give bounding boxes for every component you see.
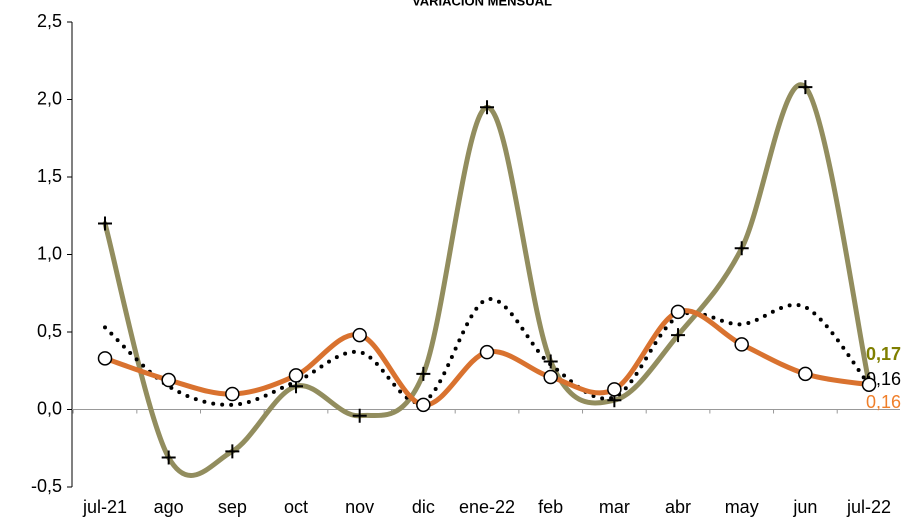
y-tick-label: -0,5 (31, 476, 62, 496)
y-tick-label: 0,5 (37, 321, 62, 341)
marker (798, 80, 813, 95)
y-tick-label: 1,5 (37, 166, 62, 186)
x-tick-label: oct (284, 497, 308, 517)
x-tick-label: abr (665, 497, 691, 517)
x-tick-label: jun (792, 497, 817, 517)
x-tick-label: mar (599, 497, 630, 517)
marker (480, 100, 495, 115)
marker (543, 369, 558, 385)
marker (161, 372, 176, 388)
marker (161, 450, 176, 465)
marker (288, 368, 304, 383)
marker (670, 304, 686, 320)
x-tick-label: jul-21 (82, 497, 127, 517)
marker (225, 444, 240, 459)
marker (734, 337, 749, 352)
marker (734, 241, 749, 256)
marker (543, 354, 558, 369)
x-tick-label: dic (412, 497, 435, 517)
series-line (103, 297, 872, 407)
y-tick-label: 2,5 (37, 11, 62, 31)
marker (479, 344, 495, 360)
marker (97, 351, 113, 366)
y-tick-label: 0,0 (37, 398, 62, 418)
marker (798, 366, 813, 382)
chart-title: VARIACION MENSUAL (412, 0, 552, 8)
x-tick-label: feb (538, 497, 563, 517)
x-tick-label: ago (154, 497, 184, 517)
marker (671, 328, 686, 343)
marker (225, 386, 240, 402)
marker (416, 366, 431, 381)
value-label: 0,17 (866, 344, 901, 364)
y-tick-label: 2,0 (37, 88, 62, 108)
x-tick-label: sep (218, 497, 247, 517)
value-label: 0,16 (866, 392, 901, 412)
marker (352, 408, 367, 423)
marker (607, 382, 622, 397)
x-tick-label: jul-22 (846, 497, 891, 517)
marker (861, 377, 877, 392)
x-tick-label: may (725, 497, 759, 517)
marker (352, 327, 367, 343)
marker (98, 216, 112, 231)
marker (416, 397, 431, 413)
x-tick-label: ene-22 (459, 497, 515, 517)
series-line (102, 82, 872, 478)
x-tick-label: nov (345, 497, 374, 517)
y-tick-label: 1,0 (37, 243, 62, 263)
